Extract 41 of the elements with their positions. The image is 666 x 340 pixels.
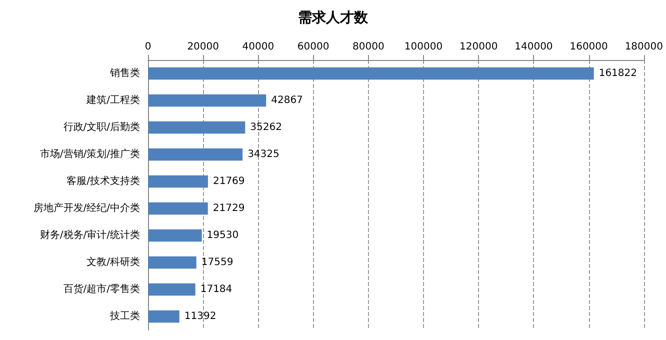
bar xyxy=(148,310,180,323)
data-label: 42867 xyxy=(271,95,303,106)
bar xyxy=(148,229,202,242)
data-label: 21769 xyxy=(212,176,245,187)
x-tick-label: 120000 xyxy=(460,42,498,52)
x-tick-label: 20000 xyxy=(187,42,220,52)
chart-title: 需求人才数 xyxy=(298,10,369,26)
x-tick-label: 100000 xyxy=(404,42,443,52)
y-tick-label: 行政/文职/后勤类 xyxy=(63,121,140,133)
x-tick-label: 60000 xyxy=(297,42,330,52)
y-tick-label: 销售类 xyxy=(109,67,140,79)
data-label: 21729 xyxy=(212,203,245,214)
x-tick-label: 160000 xyxy=(570,42,608,52)
data-label: 34325 xyxy=(248,149,280,160)
y-tick-label: 财务/税务/审计/统计类 xyxy=(40,229,140,241)
data-label: 161822 xyxy=(598,68,638,79)
bar xyxy=(148,67,594,80)
x-tick-label: 180000 xyxy=(624,42,664,52)
data-label: 11392 xyxy=(184,311,216,322)
data-label: 17184 xyxy=(200,284,232,295)
y-tick-label: 客服/技术支持类 xyxy=(66,175,140,187)
y-tick-label: 百货/超市/零售类 xyxy=(63,283,140,295)
y-tick-label: 建筑/工程类 xyxy=(86,94,140,106)
bar xyxy=(148,175,208,188)
bar xyxy=(148,202,208,215)
bar xyxy=(148,256,196,269)
x-tick-label: 40000 xyxy=(242,42,274,52)
x-tick-label: 140000 xyxy=(514,42,553,52)
data-label: 17559 xyxy=(201,257,234,268)
x-tick-label: 80000 xyxy=(352,42,384,52)
y-tick-label: 市场/营销/策划/推广类 xyxy=(40,148,140,160)
y-tick-label: 文教/科研类 xyxy=(86,256,140,268)
x-tick-label: 0 xyxy=(144,42,152,52)
bar xyxy=(148,283,196,296)
bar xyxy=(148,94,266,107)
data-label: 35262 xyxy=(250,122,282,133)
bar xyxy=(148,148,243,161)
y-tick-label: 房地产开发/经纪/中介类 xyxy=(33,202,140,214)
y-tick-label: 技工类 xyxy=(109,310,140,322)
bar xyxy=(148,121,246,134)
data-label: 19530 xyxy=(206,230,239,241)
